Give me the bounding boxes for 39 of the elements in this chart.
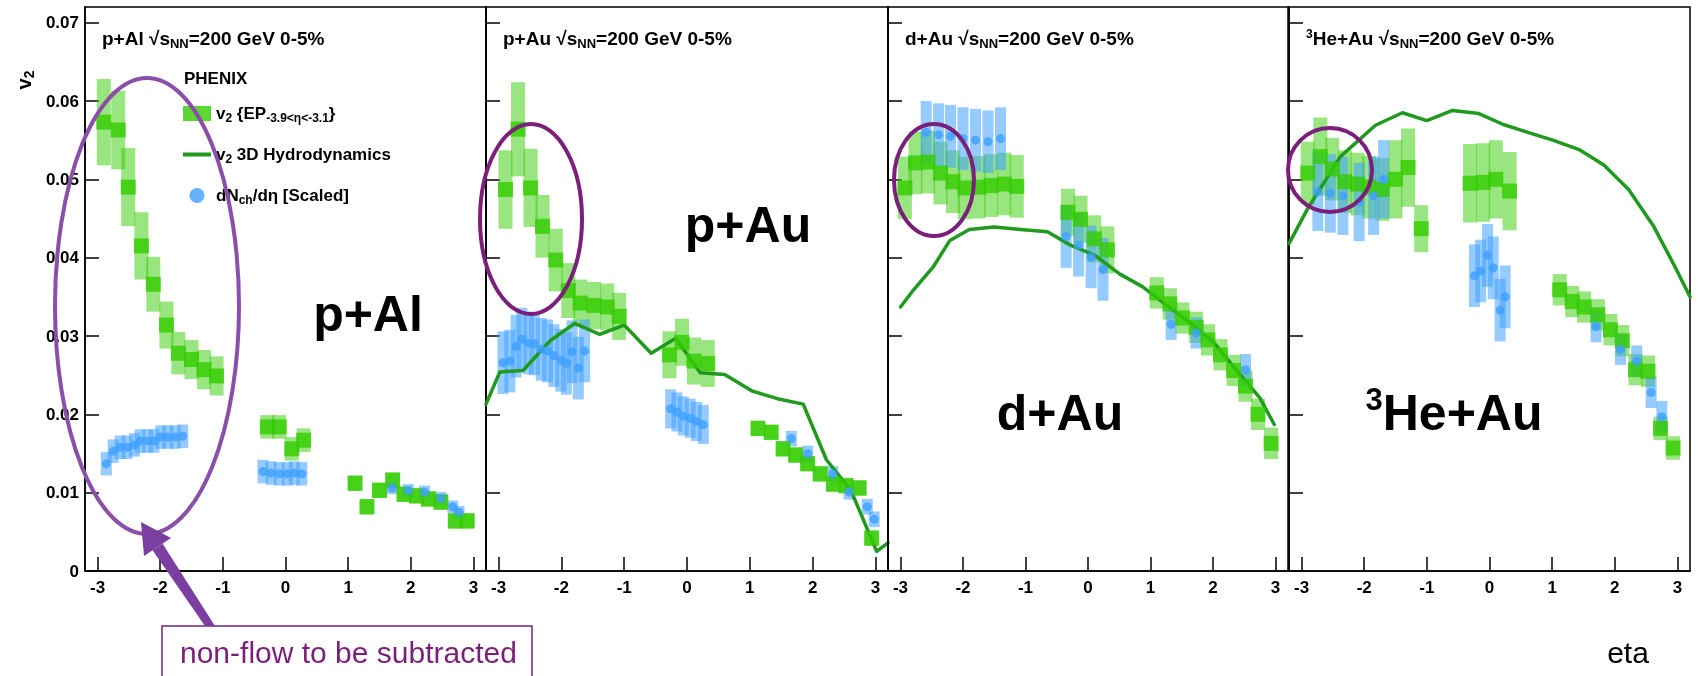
x-tick-label: 3 (1270, 578, 1281, 597)
x-tick-label: -1 (1419, 578, 1435, 597)
x-tick-label: 2 (807, 578, 818, 597)
x-tick-label: -3 (491, 578, 507, 597)
x-tick-label: -2 (955, 578, 971, 597)
x-tick-label: 1 (1145, 578, 1156, 597)
legend-title: PHENIX (184, 68, 248, 88)
x-tick-label: 2 (1610, 578, 1620, 597)
x-tick-label: 0 (1083, 578, 1093, 597)
x-tick-label: -1 (616, 578, 632, 597)
x-tick-label: 0 (1484, 578, 1495, 597)
x-tick-label: -1 (215, 578, 231, 597)
x-tick-label: 3 (468, 578, 479, 597)
annotation: p+Al (313, 286, 423, 342)
x-tick-label: -3 (892, 578, 909, 597)
annotation: p+Au (684, 197, 812, 253)
y-axis-title: v2 (13, 70, 37, 90)
x-tick-label: -2 (1356, 578, 1372, 597)
x-tick-label: 2 (1208, 578, 1218, 597)
y-tick-label: 0 (69, 561, 79, 581)
text: non-flow to be subtracted (180, 635, 517, 669)
x-tick-label: 3 (1672, 578, 1683, 597)
y-tick-label: 0.06 (45, 91, 79, 111)
x-tick-label: -2 (152, 578, 168, 597)
x-tick-label: 2 (406, 578, 416, 597)
x-tick-label: 1 (1547, 578, 1557, 597)
y-tick-label: 0.07 (45, 13, 79, 33)
x-tick-label: -1 (1017, 578, 1034, 597)
x-tick-label: 3 (870, 578, 881, 597)
x-tick-label: 1 (745, 578, 755, 597)
annotation: d+Au (996, 385, 1124, 441)
x-tick-label: 0 (280, 578, 291, 597)
x-axis-title: eta (1607, 635, 1650, 669)
x-tick-label: 0 (682, 578, 692, 597)
y-tick-label: 0.01 (45, 483, 79, 503)
x-tick-label: -3 (89, 578, 106, 597)
x-tick-label: -3 (1293, 578, 1310, 597)
x-tick-label: 1 (343, 578, 353, 597)
x-tick-label: -2 (553, 578, 569, 597)
